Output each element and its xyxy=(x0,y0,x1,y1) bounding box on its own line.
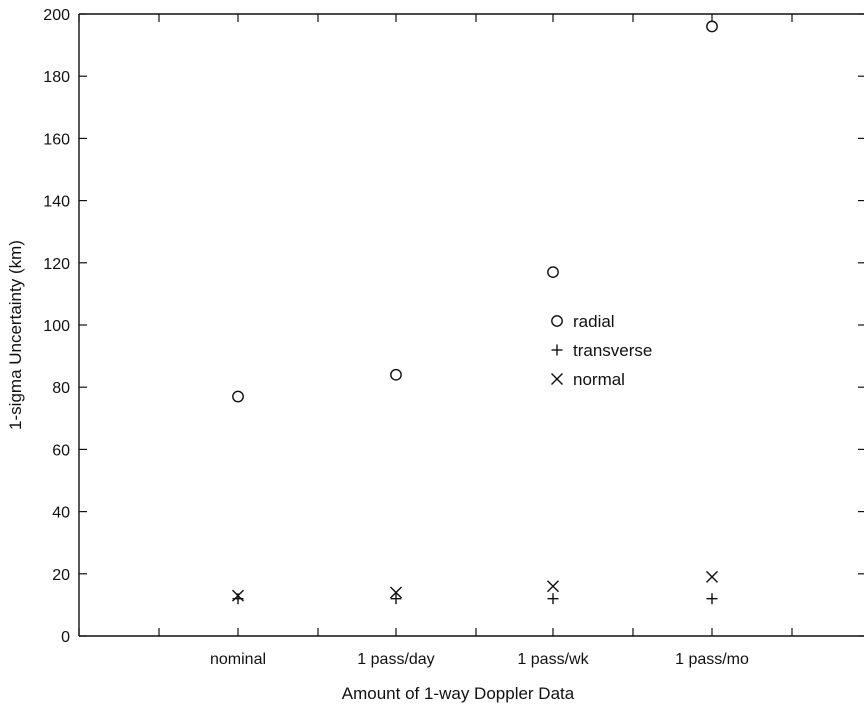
transverse-point xyxy=(390,593,402,605)
normal-point xyxy=(547,580,559,593)
normal-point xyxy=(390,586,402,599)
plot-frame xyxy=(78,13,864,637)
x-tick-label: nominal xyxy=(210,651,266,668)
normal-point-d2 xyxy=(232,589,244,602)
y-tick-label: 0 xyxy=(61,629,70,646)
legend-transverse-marker xyxy=(551,344,563,356)
y-axis-title: 1-sigma Uncertainty (km) xyxy=(6,240,25,430)
radial-point xyxy=(232,390,244,403)
transverse-point xyxy=(706,593,718,605)
radial-point xyxy=(547,266,559,279)
normal-point-d2 xyxy=(390,586,402,599)
y-tick-label: 140 xyxy=(43,194,70,211)
legend-radial-marker xyxy=(551,315,563,327)
x-axis: nominal 1 pass/day 1 pass/wk 1 pass/mo xyxy=(78,14,793,668)
y-tick-label: 120 xyxy=(43,256,70,273)
data-points xyxy=(232,20,718,605)
radial-point xyxy=(390,368,402,381)
legend: radial transverse normal xyxy=(551,312,652,389)
legend-transverse-label: transverse xyxy=(573,341,652,360)
y-tick-label: 40 xyxy=(52,505,70,522)
y-tick-label: 160 xyxy=(43,131,70,148)
normal-point-d2 xyxy=(706,570,718,583)
legend-normal-label: normal xyxy=(573,370,625,389)
x-tick-label: 1 pass/wk xyxy=(517,651,589,668)
y-axis: 0 20 40 60 80 100 120 140 160 180 200 xyxy=(43,7,864,646)
legend-radial-label: radial xyxy=(573,312,615,331)
y-tick-label: 20 xyxy=(52,567,70,584)
x-axis-title: Amount of 1-way Doppler Data xyxy=(342,684,575,703)
x-tick-label: 1 pass/mo xyxy=(675,651,749,668)
legend-normal-marker-d2 xyxy=(551,373,563,385)
y-tick-label: 80 xyxy=(52,380,70,397)
y-tick-label: 60 xyxy=(52,442,70,459)
transverse-point xyxy=(547,593,559,605)
radial-point xyxy=(706,20,718,33)
legend-normal-marker xyxy=(551,373,563,385)
x-tick-label: 1 pass/day xyxy=(357,651,434,668)
normal-point-d2 xyxy=(547,580,559,593)
normal-point xyxy=(232,589,244,602)
y-tick-label: 200 xyxy=(43,7,70,24)
y-tick-label: 180 xyxy=(43,69,70,86)
y-tick-label: 100 xyxy=(43,318,70,335)
normal-point xyxy=(706,570,718,583)
